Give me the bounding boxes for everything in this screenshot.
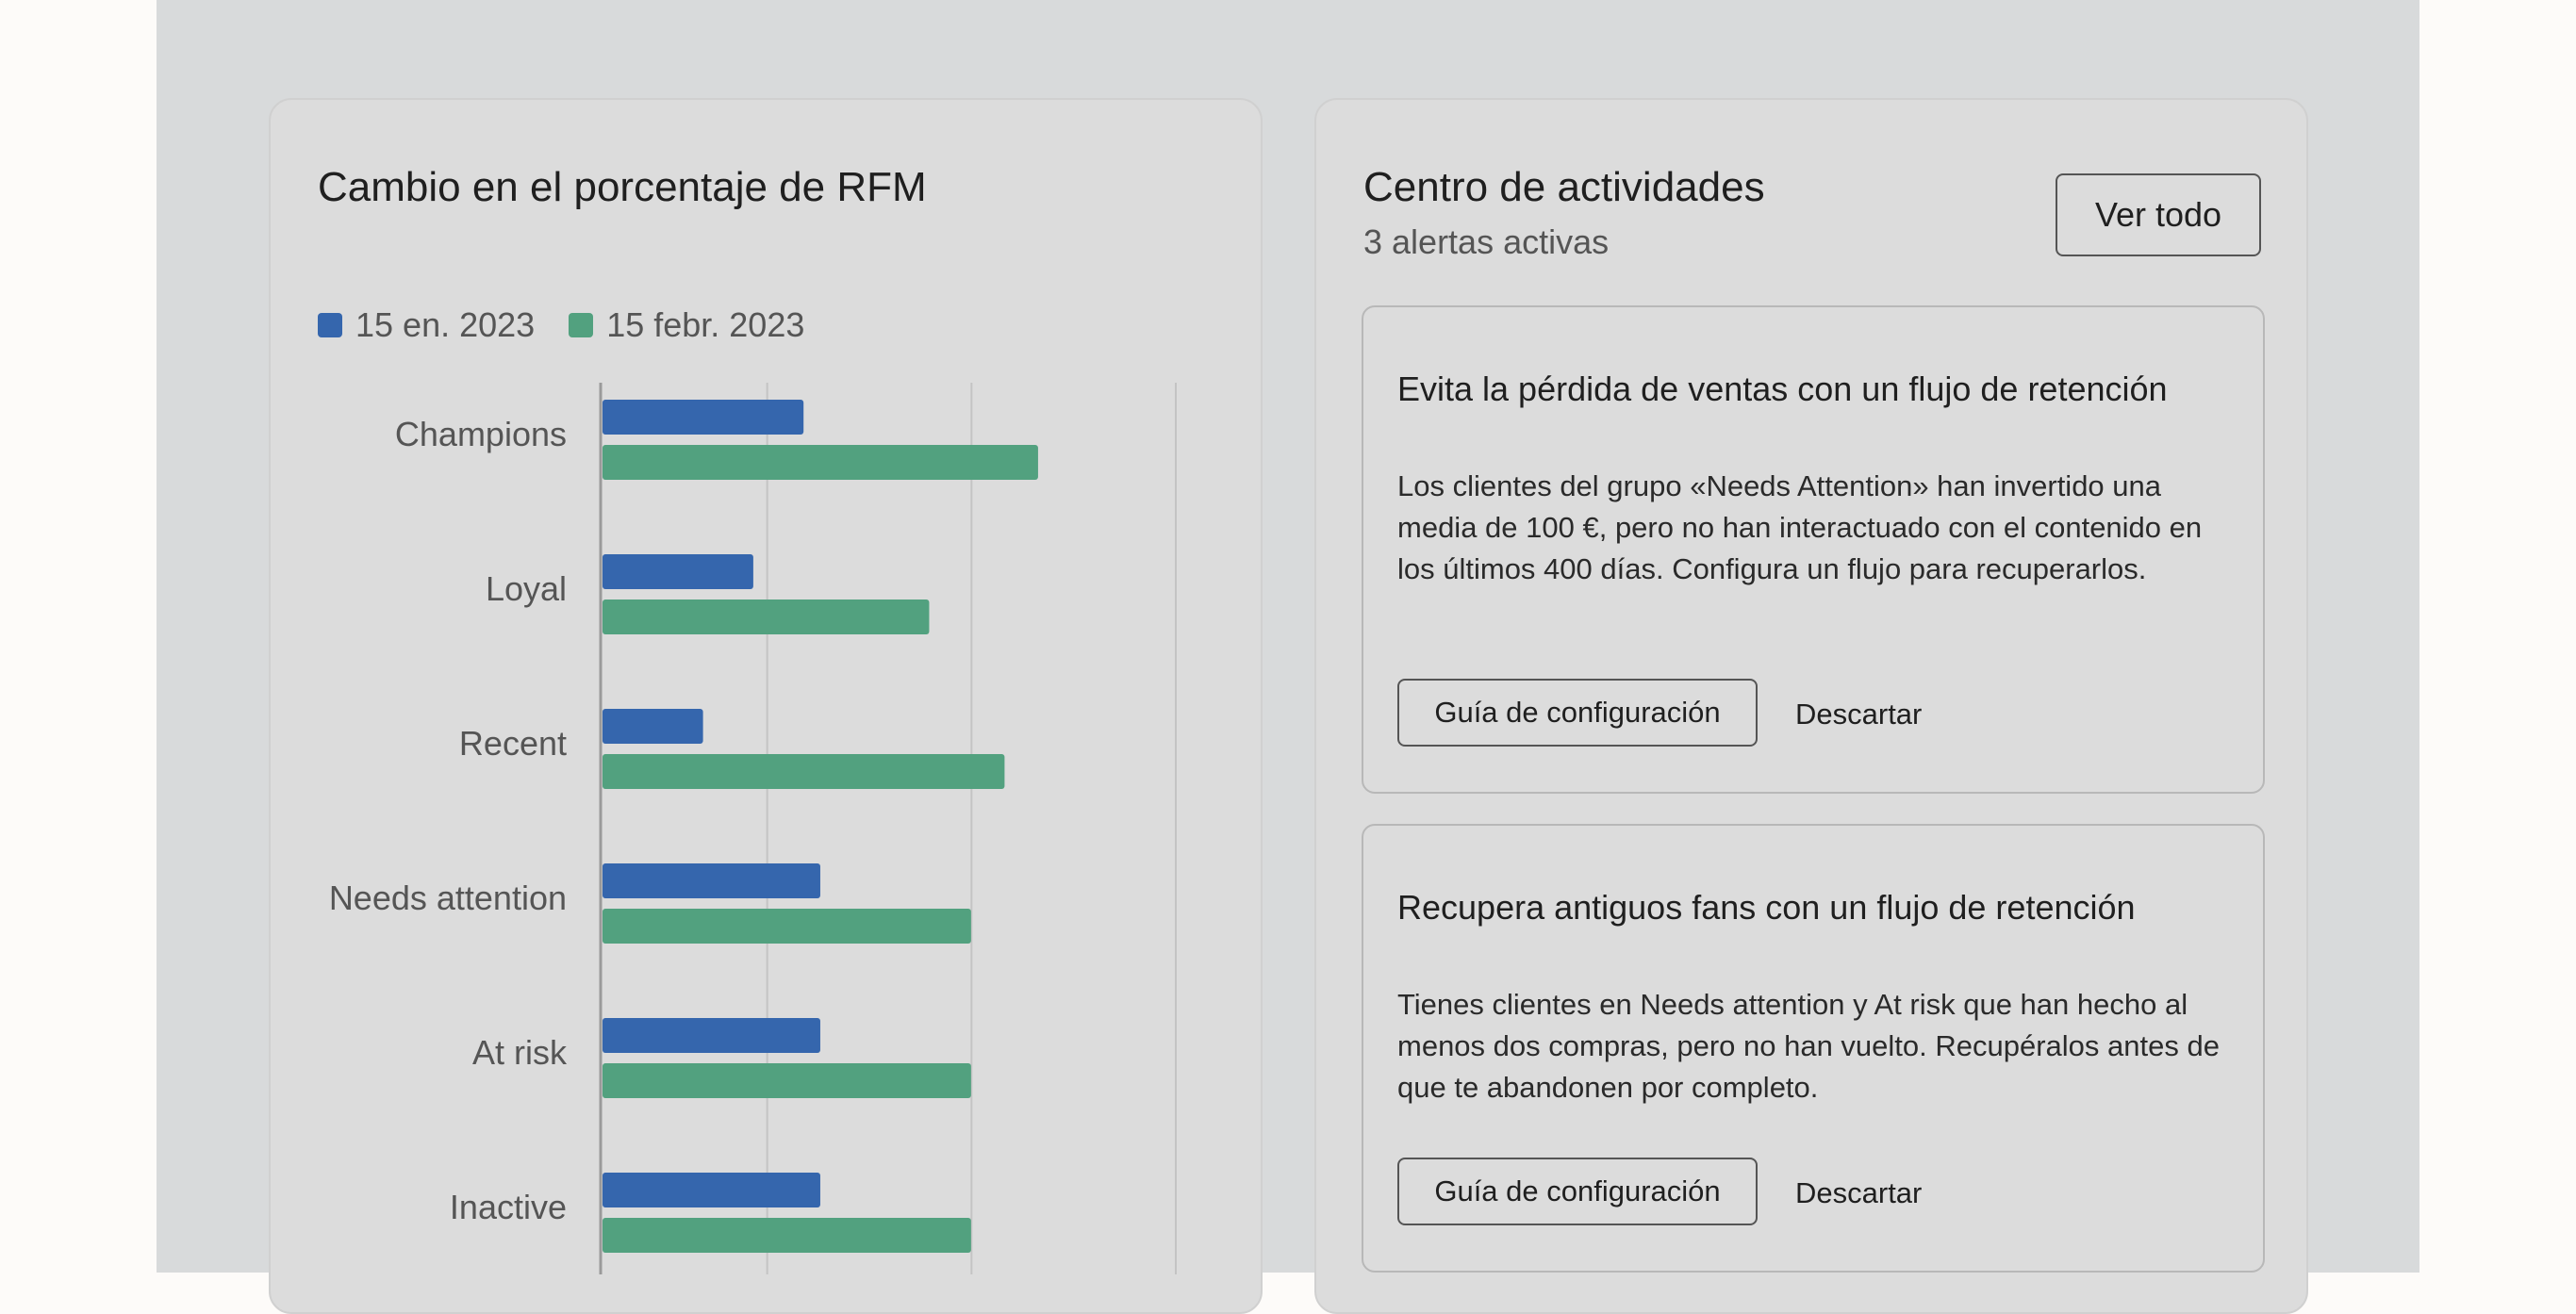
bar-jan [603, 1018, 820, 1053]
bar-feb [603, 1063, 971, 1098]
legend-label-feb: 15 febr. 2023 [606, 305, 805, 344]
bar-jan [603, 400, 804, 435]
category-label: Loyal [486, 569, 567, 608]
activity-center-card: Centro de actividades 3 alertas activas … [1314, 98, 2308, 1314]
alert-title: Evita la pérdida de ventas con un flujo … [1397, 370, 2168, 408]
chart-legend: 15 en. 2023 15 febr. 2023 [318, 305, 838, 345]
setup-guide-button[interactable]: Guía de configuración [1397, 679, 1758, 747]
setup-guide-button[interactable]: Guía de configuración [1397, 1158, 1758, 1225]
category-label: Champions [395, 415, 567, 453]
view-all-button[interactable]: Ver todo [2056, 173, 2261, 256]
category-label: Inactive [450, 1188, 567, 1226]
bar-feb [603, 754, 1005, 789]
bar-jan [603, 554, 753, 589]
category-label: Recent [459, 724, 567, 763]
alert-body: Los clientes del grupo «Needs Attention»… [1397, 469, 2203, 585]
active-alerts-count: 3 alertas activas [1363, 222, 1610, 261]
category-label: At risk [472, 1033, 568, 1072]
bar-feb [603, 600, 930, 634]
rfm-chart-card: Cambio en el porcentaje de RFM 15 en. 20… [269, 98, 1263, 1314]
category-label: Needs attention [329, 879, 567, 917]
bar-jan [603, 863, 820, 898]
alert-body: Tienes clientes en Needs attention y At … [1397, 988, 2220, 1104]
bar-feb [603, 445, 1038, 480]
legend-item-jan: 15 en. 2023 [318, 305, 535, 345]
legend-swatch-jan [318, 313, 342, 337]
activity-title: Centro de actividades [1363, 164, 1765, 210]
alert-title: Recupera antiguos fans con un flujo de r… [1397, 888, 2136, 927]
legend-swatch-feb [569, 313, 594, 337]
bar-feb [603, 1218, 971, 1253]
chart-title: Cambio en el porcentaje de RFM [318, 164, 927, 210]
legend-item-feb: 15 febr. 2023 [569, 305, 804, 345]
dismiss-button[interactable]: Descartar [1795, 698, 1923, 731]
bar-jan [603, 1173, 820, 1207]
alert-card: Evita la pérdida de ventas con un flujo … [1362, 305, 2265, 794]
bar-jan [603, 709, 703, 744]
dismiss-button[interactable]: Descartar [1795, 1176, 1923, 1209]
alert-card: Recupera antiguos fans con un flujo de r… [1362, 824, 2265, 1273]
legend-label-jan: 15 en. 2023 [355, 305, 536, 344]
bar-feb [603, 909, 971, 944]
rfm-bar-chart: Champions Loyal Recent Needs attention At ri… [329, 383, 1177, 1274]
